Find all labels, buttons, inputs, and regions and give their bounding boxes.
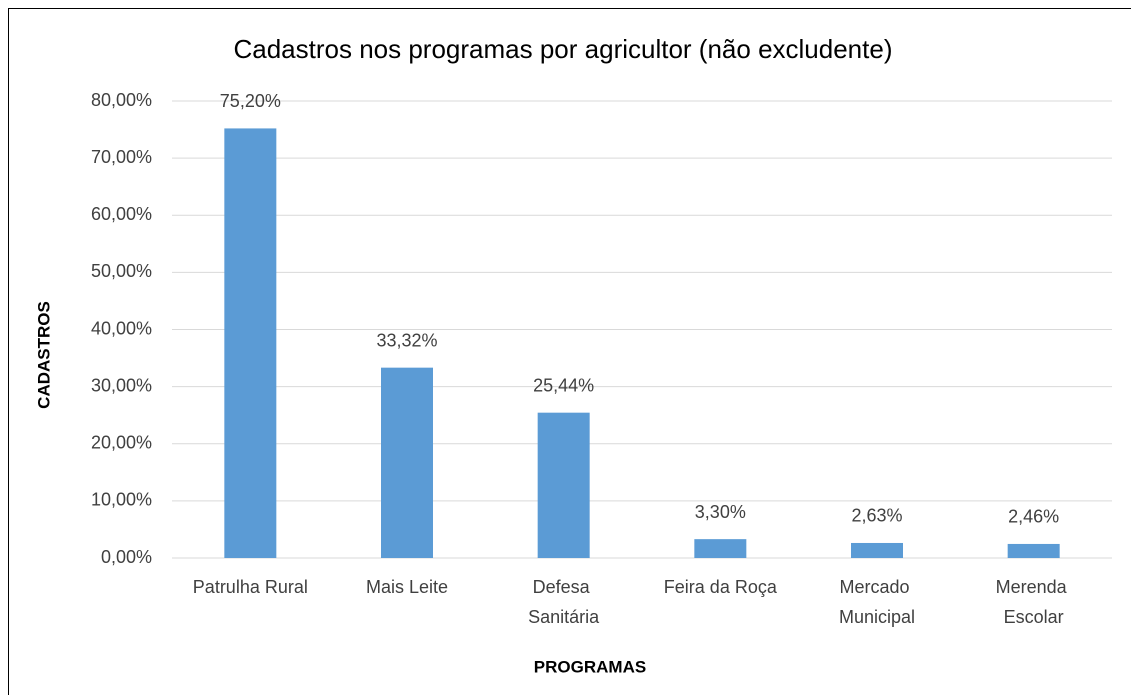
data-label: 75,20% [220, 91, 281, 111]
x-tick-label: Merenda Escolar [996, 577, 1072, 627]
x-axis-title: PROGRAMAS [534, 657, 646, 676]
y-tick-label: 20,00% [91, 433, 152, 453]
chart-border [8, 8, 1131, 695]
y-tick-label: 70,00% [91, 147, 152, 167]
data-label: 2,63% [851, 506, 902, 526]
bar [224, 128, 277, 559]
y-tick-label: 10,00% [91, 490, 152, 510]
x-tick-label: Feira da Roça [664, 577, 778, 597]
y-tick-label: 50,00% [91, 261, 152, 281]
y-tick-label: 80,00% [91, 90, 152, 110]
bar [851, 542, 903, 558]
x-tick-label: Defesa Sanitária [528, 577, 600, 627]
y-tick-label: 30,00% [91, 375, 152, 395]
x-tick-label: Mais Leite [366, 577, 448, 597]
data-label: 3,30% [695, 502, 746, 522]
bar [537, 412, 590, 558]
data-label: 2,46% [1008, 507, 1059, 527]
bar [694, 539, 747, 558]
data-label: 25,44% [533, 375, 594, 395]
y-axis-title: CADASTROS [34, 301, 53, 409]
y-tick-label: 60,00% [91, 204, 152, 224]
bar [381, 367, 433, 558]
x-tick-label: Mercado Municipal [839, 577, 915, 627]
y-tick-label: 40,00% [91, 318, 152, 338]
bar [1007, 543, 1060, 558]
data-label: 33,32% [376, 330, 437, 350]
x-tick-label: Patrulha Rural [193, 577, 308, 597]
y-tick-label: 0,00% [101, 547, 152, 567]
chart-title: Cadastros nos programas por agricultor (… [233, 34, 892, 64]
